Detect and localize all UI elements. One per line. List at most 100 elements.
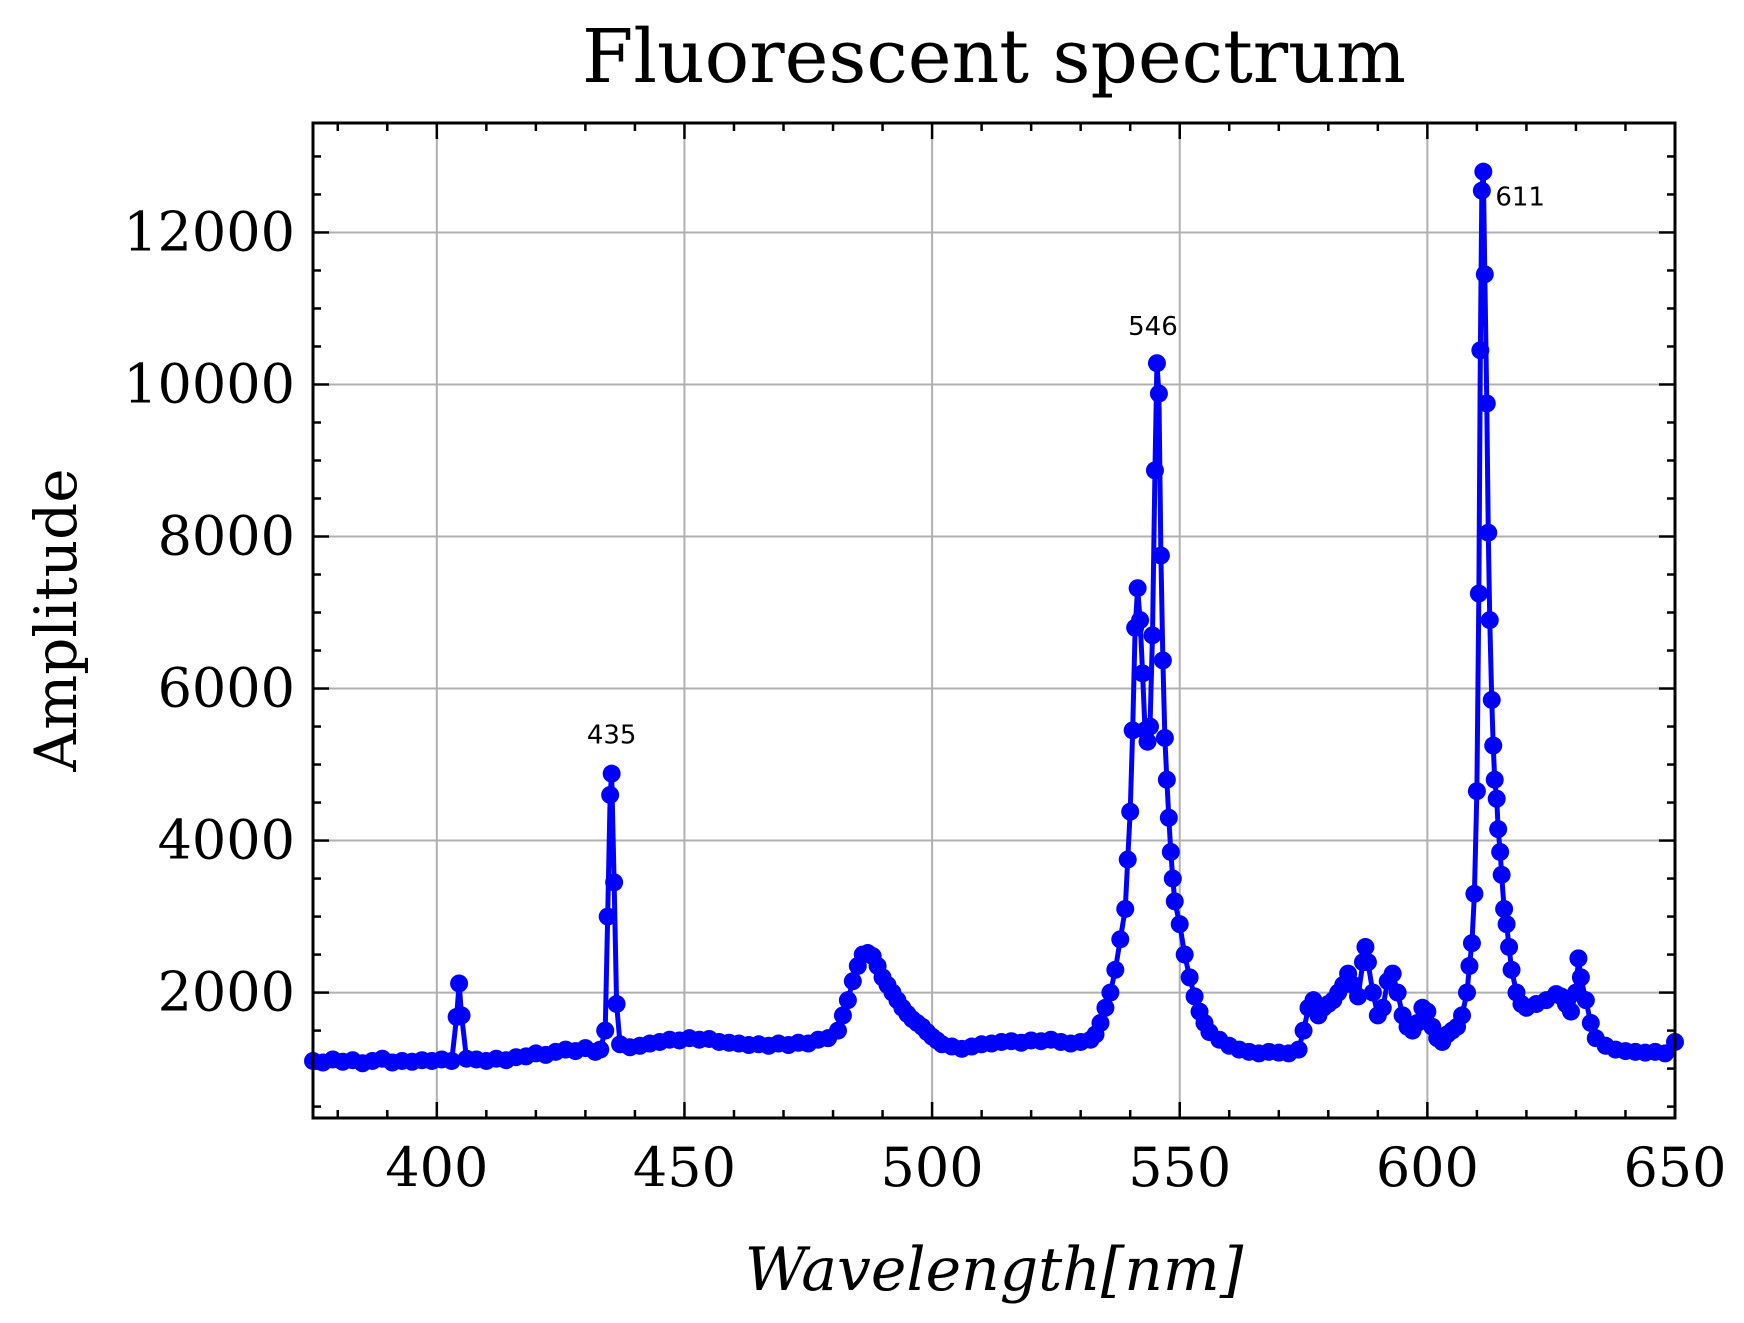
data-point — [1163, 869, 1182, 888]
data-point — [1118, 850, 1137, 869]
y-tick-label: 6000 — [158, 657, 295, 720]
data-point — [1571, 968, 1590, 987]
data-point — [1457, 983, 1476, 1002]
data-point — [1155, 728, 1174, 747]
data-point — [601, 785, 620, 804]
data-point — [843, 972, 862, 991]
data-point — [1388, 983, 1407, 1002]
data-point — [1492, 865, 1511, 884]
y-tick-label: 2000 — [158, 961, 295, 1024]
data-point — [1121, 802, 1140, 821]
data-point — [1418, 1002, 1437, 1021]
data-point — [1487, 789, 1506, 808]
data-point — [1149, 384, 1168, 403]
chart-title: Fluorescent spectrum — [582, 14, 1406, 100]
data-point — [1358, 953, 1377, 972]
data-point — [1471, 341, 1490, 360]
data-point — [1453, 1006, 1472, 1025]
data-point — [1157, 770, 1176, 789]
data-point — [1480, 611, 1499, 630]
data-point — [1159, 808, 1178, 827]
x-axis-label: Wavelength[nm] — [745, 1235, 1244, 1305]
data-point — [1472, 181, 1491, 200]
y-tick-label: 12000 — [123, 200, 295, 263]
data-point — [1289, 1040, 1308, 1059]
data-point — [1477, 394, 1496, 413]
y-axis-label: Amplitude — [22, 468, 90, 772]
data-point — [1165, 892, 1184, 911]
annotation: 546 — [1128, 312, 1178, 342]
data-point — [838, 991, 857, 1010]
y-tick-label: 4000 — [158, 809, 295, 872]
data-point — [1363, 983, 1382, 1002]
data-point — [1467, 782, 1486, 801]
data-point — [607, 994, 626, 1013]
data-point — [1356, 937, 1375, 956]
data-point — [1151, 546, 1170, 565]
data-point — [833, 1006, 852, 1025]
data-point — [1131, 611, 1150, 630]
data-point — [1581, 1013, 1600, 1032]
data-point — [1576, 991, 1595, 1010]
data-line — [312, 169, 1677, 1066]
data-point — [1569, 949, 1588, 968]
x-tick-label: 600 — [1376, 1136, 1479, 1199]
data-point — [1495, 899, 1514, 918]
y-tick-label: 8000 — [158, 505, 295, 568]
data-point — [1091, 1013, 1110, 1032]
x-tick-label: 500 — [881, 1136, 984, 1199]
data-point — [1101, 983, 1120, 1002]
data-point — [598, 907, 617, 926]
data-point — [1485, 770, 1504, 789]
data-point — [1141, 717, 1160, 736]
data-point — [1383, 964, 1402, 983]
x-tick-label: 400 — [385, 1136, 488, 1199]
x-tick-label: 450 — [633, 1136, 736, 1199]
data-point — [1469, 584, 1488, 603]
data-point — [1170, 915, 1189, 934]
data-point — [828, 1021, 847, 1040]
data-point — [1479, 523, 1498, 542]
data-point — [1491, 842, 1510, 861]
data-point — [450, 974, 469, 993]
data-point — [605, 873, 624, 892]
data-point — [1460, 956, 1479, 975]
data-point — [1474, 162, 1493, 181]
data-point — [1175, 945, 1194, 964]
data-point — [1111, 930, 1130, 949]
data-point — [1106, 960, 1125, 979]
data-point — [1497, 915, 1516, 934]
data-point — [1133, 664, 1152, 683]
data-point — [596, 1021, 615, 1040]
data-point — [591, 1040, 610, 1059]
data-point — [1465, 884, 1484, 903]
data-point — [1489, 820, 1508, 839]
data-point — [1475, 265, 1494, 284]
data-point — [1116, 899, 1135, 918]
data-point — [1096, 998, 1115, 1017]
data-point — [452, 1006, 471, 1025]
data-point — [1561, 1002, 1580, 1021]
data-point — [1484, 736, 1503, 755]
data-point — [442, 1051, 461, 1070]
data-point — [1500, 937, 1519, 956]
annotation: 435 — [587, 721, 637, 751]
annotation: 611 — [1495, 183, 1545, 213]
data-point — [1143, 626, 1162, 645]
data-point — [1123, 721, 1142, 740]
data-point — [1502, 960, 1521, 979]
data-point — [1349, 987, 1368, 1006]
data-point — [1153, 651, 1172, 670]
data-point — [1128, 579, 1147, 598]
data-point — [1482, 690, 1501, 709]
data-point — [1161, 842, 1180, 861]
plot-frame — [311, 121, 1677, 1120]
data-point — [1147, 354, 1166, 373]
data-point — [1294, 1021, 1313, 1040]
data-point — [1145, 461, 1164, 480]
x-tick-label: 550 — [1128, 1136, 1231, 1199]
data-point — [1373, 998, 1392, 1017]
data-point — [602, 764, 621, 783]
